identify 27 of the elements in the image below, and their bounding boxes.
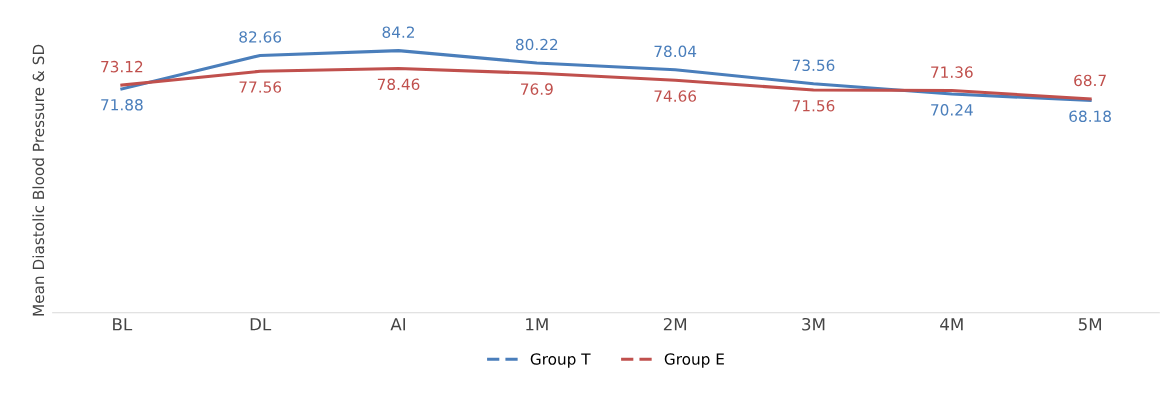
x-tick-label: 5M	[1078, 318, 1101, 331]
data-label: 71.56	[792, 99, 835, 112]
data-label: 73.56	[792, 59, 835, 72]
data-label: 68.7	[1074, 74, 1106, 87]
data-label: 70.24	[931, 104, 973, 116]
x-tick-label: 1M	[526, 318, 548, 331]
x-tick-label: DL	[250, 318, 272, 331]
data-label: 71.88	[101, 98, 143, 111]
y-axis-title: Mean Diastolic Blood Pressure & SD	[32, 44, 45, 316]
x-tick-label: 3M	[802, 317, 825, 331]
legend-label: Group E	[664, 353, 724, 368]
x-tick-label: 4M	[940, 318, 963, 331]
x-tick-label: BL	[113, 318, 133, 331]
x-tick-label: AI	[390, 318, 406, 331]
data-label: 68.18	[1069, 110, 1111, 123]
data-label: 71.36	[931, 66, 973, 78]
data-label: 76.9	[521, 83, 553, 95]
data-label: 84.2	[382, 26, 414, 38]
data-label: 77.56	[239, 81, 282, 93]
data-label: 78.46	[377, 78, 420, 91]
data-label: 82.66	[239, 31, 282, 43]
x-tick-label: 2M	[663, 317, 687, 331]
data-label: 78.04	[654, 45, 697, 58]
data-label: 74.66	[654, 90, 697, 102]
data-label: 73.12	[101, 60, 143, 73]
data-label: 80.22	[516, 38, 558, 51]
legend-label: Group T	[530, 353, 591, 368]
